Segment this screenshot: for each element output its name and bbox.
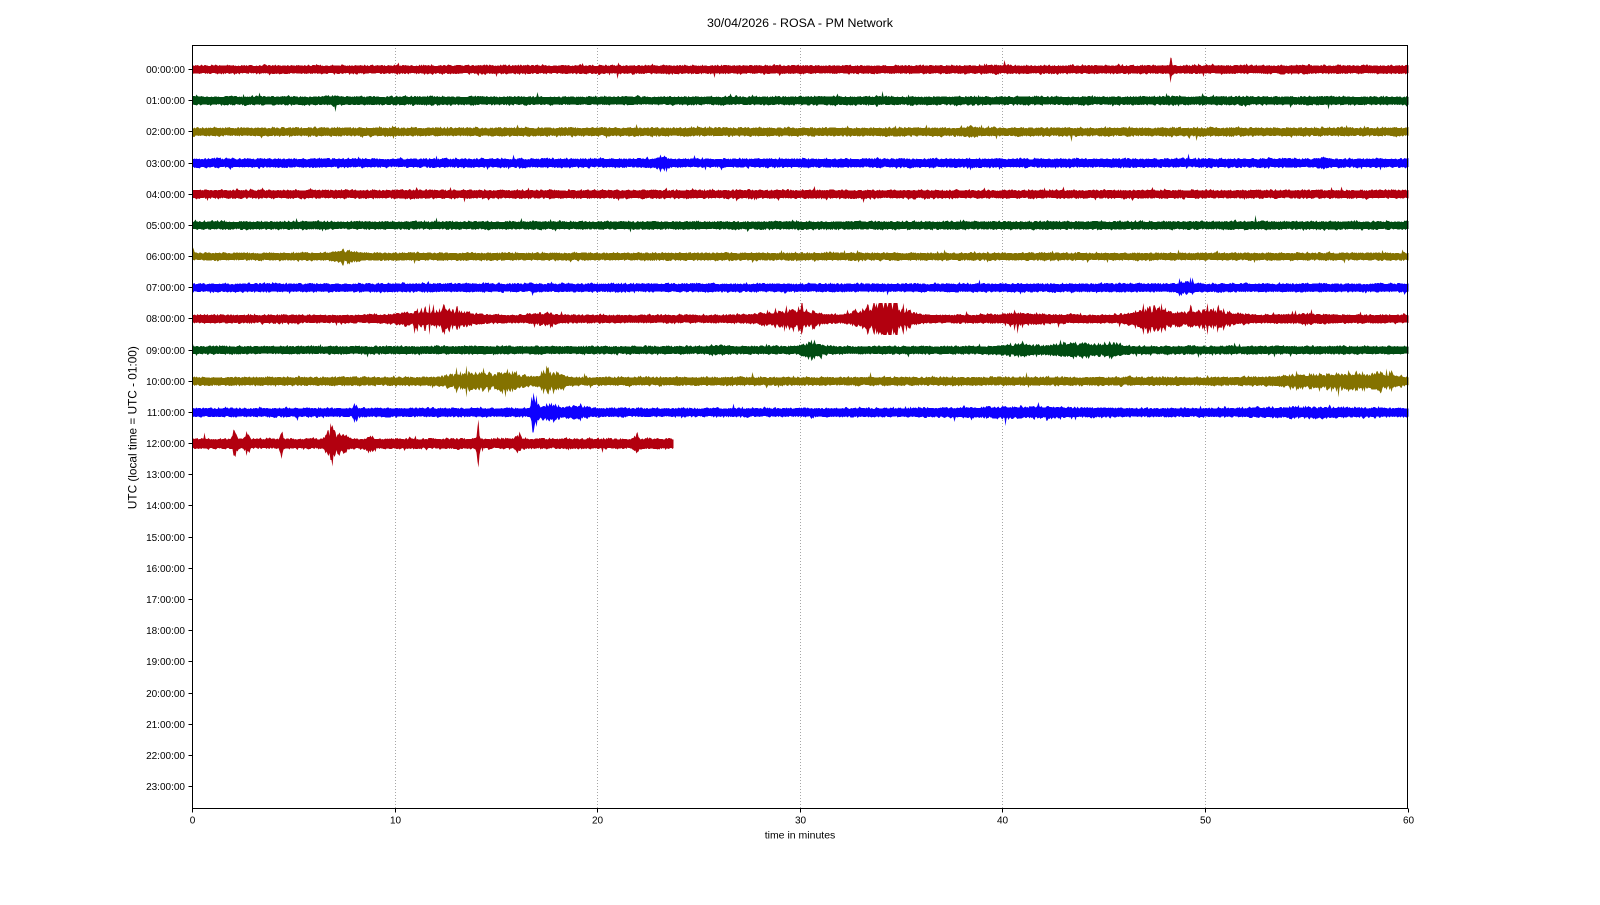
svg-text:01:00:00: 01:00:00 (146, 96, 185, 107)
svg-text:23:00:00: 23:00:00 (146, 782, 185, 793)
svg-text:40: 40 (997, 816, 1009, 827)
svg-text:15:00:00: 15:00:00 (146, 533, 185, 544)
svg-text:00:00:00: 00:00:00 (146, 65, 185, 76)
svg-text:14:00:00: 14:00:00 (146, 501, 185, 512)
svg-text:21:00:00: 21:00:00 (146, 720, 185, 731)
svg-text:16:00:00: 16:00:00 (146, 564, 185, 575)
svg-text:08:00:00: 08:00:00 (146, 314, 185, 325)
svg-text:11:00:00: 11:00:00 (147, 408, 186, 419)
svg-text:0: 0 (190, 816, 196, 827)
svg-text:10:00:00: 10:00:00 (146, 377, 185, 388)
svg-text:17:00:00: 17:00:00 (146, 595, 185, 606)
svg-text:30: 30 (795, 816, 807, 827)
svg-text:03:00:00: 03:00:00 (146, 159, 185, 170)
svg-text:10: 10 (390, 816, 402, 827)
svg-text:12:00:00: 12:00:00 (146, 439, 185, 450)
svg-text:18:00:00: 18:00:00 (146, 626, 185, 637)
svg-text:05:00:00: 05:00:00 (146, 221, 185, 232)
svg-text:06:00:00: 06:00:00 (146, 252, 185, 263)
svg-text:20: 20 (592, 816, 604, 827)
svg-text:13:00:00: 13:00:00 (146, 470, 185, 481)
svg-text:04:00:00: 04:00:00 (146, 190, 185, 201)
svg-text:20:00:00: 20:00:00 (146, 689, 185, 700)
svg-text:50: 50 (1200, 816, 1212, 827)
svg-text:30/04/2026 - ROSA - PM Network: 30/04/2026 - ROSA - PM Network (707, 16, 894, 30)
svg-text:19:00:00: 19:00:00 (146, 657, 185, 668)
svg-text:60: 60 (1403, 816, 1415, 827)
svg-text:time in minutes: time in minutes (765, 830, 836, 842)
svg-text:UTC (local time = UTC - 01:00): UTC (local time = UTC - 01:00) (126, 346, 140, 509)
svg-text:02:00:00: 02:00:00 (146, 127, 185, 138)
svg-text:22:00:00: 22:00:00 (146, 751, 185, 762)
svg-text:09:00:00: 09:00:00 (146, 346, 185, 357)
svg-text:07:00:00: 07:00:00 (146, 283, 185, 294)
